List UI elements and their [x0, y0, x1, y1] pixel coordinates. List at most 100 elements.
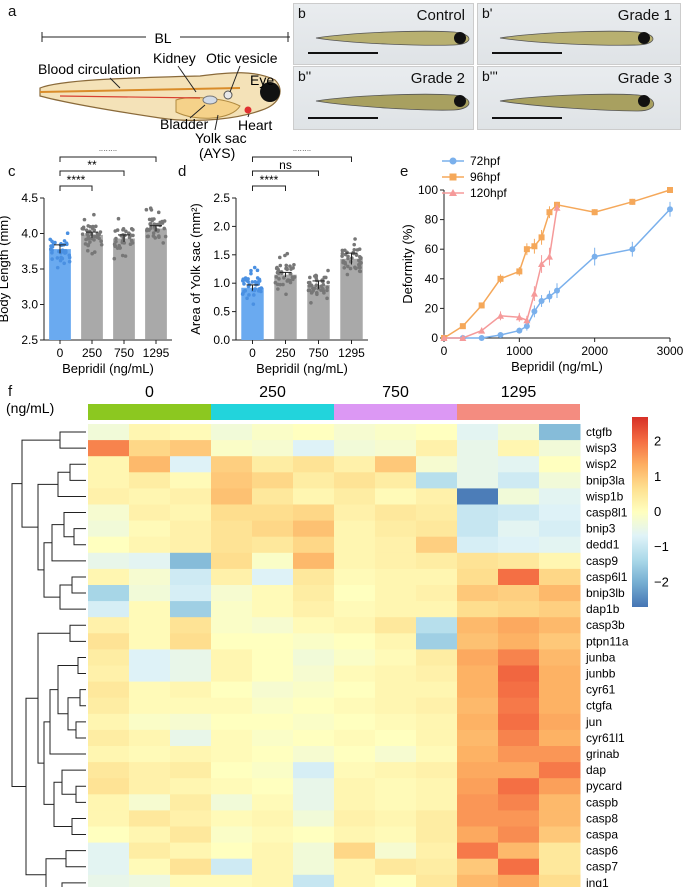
heat-cell — [88, 746, 130, 763]
heat-cell — [88, 472, 130, 489]
data-point — [358, 265, 362, 270]
data-point — [50, 248, 54, 253]
row-label-casp6: casp6 — [586, 844, 618, 858]
heat-cell — [88, 601, 130, 618]
heat-cell — [252, 472, 294, 489]
heat-cell — [416, 665, 458, 683]
point-96hpf — [591, 209, 598, 216]
data-point — [123, 254, 128, 258]
heat-cell — [539, 713, 581, 731]
data-point — [315, 292, 319, 297]
data-point — [242, 282, 246, 286]
data-point — [65, 242, 69, 247]
y-tick-label: 100 — [418, 183, 438, 197]
heat-cell — [498, 504, 540, 522]
heat-cell — [498, 681, 540, 699]
heat-cell — [457, 826, 499, 844]
heat-cell — [375, 762, 417, 779]
row-label-grinab: grinab — [586, 747, 620, 761]
heat-cell — [539, 697, 581, 715]
heat-cell — [498, 729, 540, 747]
bar-1295 — [340, 258, 363, 340]
heat-cell — [334, 810, 376, 827]
x-tick-label: 250 — [82, 346, 102, 360]
heat-cell — [170, 778, 212, 795]
heat-cell — [539, 665, 581, 683]
heat-cell — [457, 794, 499, 811]
y-tick-label: 0 — [431, 331, 438, 345]
heat-cell — [416, 746, 458, 763]
data-point — [55, 256, 60, 260]
legend-marker — [449, 189, 457, 196]
panel-label-d: d — [178, 163, 187, 180]
heat-cell — [252, 456, 294, 473]
heat-cell — [334, 552, 376, 570]
heat-cell — [293, 585, 335, 602]
label-ays: (AYS) — [199, 145, 235, 161]
heat-cell — [334, 713, 376, 731]
data-point — [276, 287, 280, 291]
data-point — [355, 248, 360, 252]
heat-cell — [252, 440, 294, 457]
dendrogram-branch — [21, 439, 60, 528]
data-point — [99, 239, 103, 244]
heat-cell — [170, 424, 212, 441]
heat-cell — [416, 488, 458, 505]
y-tick-label: 2.5 — [213, 191, 230, 205]
group-label-0: 0 — [145, 384, 154, 401]
label-heart: Heart — [238, 117, 272, 133]
heat-cell — [416, 810, 458, 827]
bar-1295 — [145, 228, 167, 340]
heat-cell — [88, 858, 130, 876]
heat-cell — [416, 762, 458, 779]
heat-cell — [88, 440, 130, 457]
heat-cell — [129, 681, 171, 699]
heat-cell — [334, 649, 376, 666]
heat-cell — [539, 842, 581, 860]
heat-cell — [375, 713, 417, 731]
heat-cell — [170, 681, 212, 699]
heat-cell — [88, 456, 130, 473]
y-axis-title: Deformity (%) — [400, 224, 415, 303]
point-120hpf — [553, 204, 561, 211]
data-point — [345, 272, 350, 277]
heat-cell — [129, 424, 171, 441]
heat-cell — [129, 842, 171, 860]
heat-cell — [293, 729, 335, 747]
heat-cell — [170, 520, 212, 538]
heat-cell — [88, 536, 130, 554]
legend-label: 120hpf — [470, 186, 507, 200]
heat-cell — [211, 874, 253, 887]
heat-cell — [293, 858, 335, 876]
data-point — [249, 271, 253, 276]
heat-cell — [293, 697, 335, 715]
heat-cell — [252, 536, 294, 554]
heat-cell — [498, 649, 540, 666]
point-96hpf — [667, 187, 673, 193]
heat-cell — [211, 617, 253, 634]
heat-cell — [129, 456, 171, 473]
heat-cell — [211, 697, 253, 715]
heat-cell — [334, 858, 376, 876]
heat-cell — [252, 568, 294, 586]
x-axis-title: Bepridil (ng/mL) — [62, 361, 154, 376]
heat-cell — [498, 665, 540, 683]
legend-label: 72hpf — [470, 154, 501, 168]
heat-cell — [211, 456, 253, 473]
dendrogram-branch — [79, 689, 86, 707]
data-point — [284, 292, 288, 297]
heat-cell — [416, 681, 458, 699]
heat-cell — [498, 472, 540, 489]
point-96hpf — [523, 246, 530, 253]
heat-cell — [252, 665, 294, 683]
data-point — [148, 206, 153, 211]
row-label-wisp3: wisp3 — [585, 441, 617, 455]
heat-cell — [416, 504, 458, 522]
data-point — [357, 269, 362, 273]
heat-cell — [170, 585, 212, 602]
data-point — [343, 248, 347, 253]
heat-cell — [293, 472, 335, 489]
data-point — [58, 258, 63, 263]
data-point — [49, 244, 53, 248]
data-point — [115, 228, 120, 232]
